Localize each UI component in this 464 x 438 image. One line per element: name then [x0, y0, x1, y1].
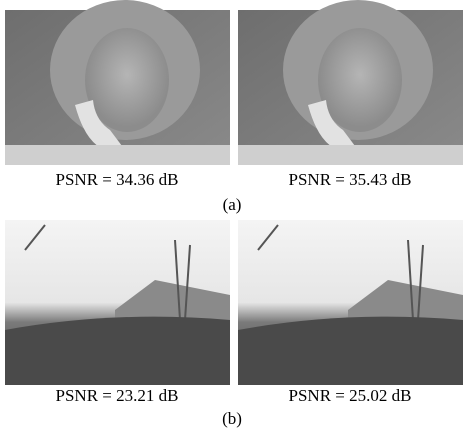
page: PSNR = 34.36 dB PSNR = 35.43 dB (a) PSNR = …	[0, 0, 464, 438]
subfigure-label: (b)	[222, 409, 242, 428]
image	[238, 220, 463, 385]
image	[5, 220, 230, 385]
subfigure-label: (a)	[223, 195, 242, 214]
image	[238, 0, 463, 165]
caption: PSNR = 23.21 dB	[56, 386, 179, 405]
figure: PSNR = 34.36 dB PSNR = 35.43 dB (a) PSNR = …	[0, 0, 464, 433]
caption: PSNR = 25.02 dB	[289, 386, 412, 405]
caption: PSNR = 34.36 dB	[56, 170, 179, 189]
caption: PSNR = 35.43 dB	[289, 170, 412, 189]
image	[5, 0, 230, 165]
